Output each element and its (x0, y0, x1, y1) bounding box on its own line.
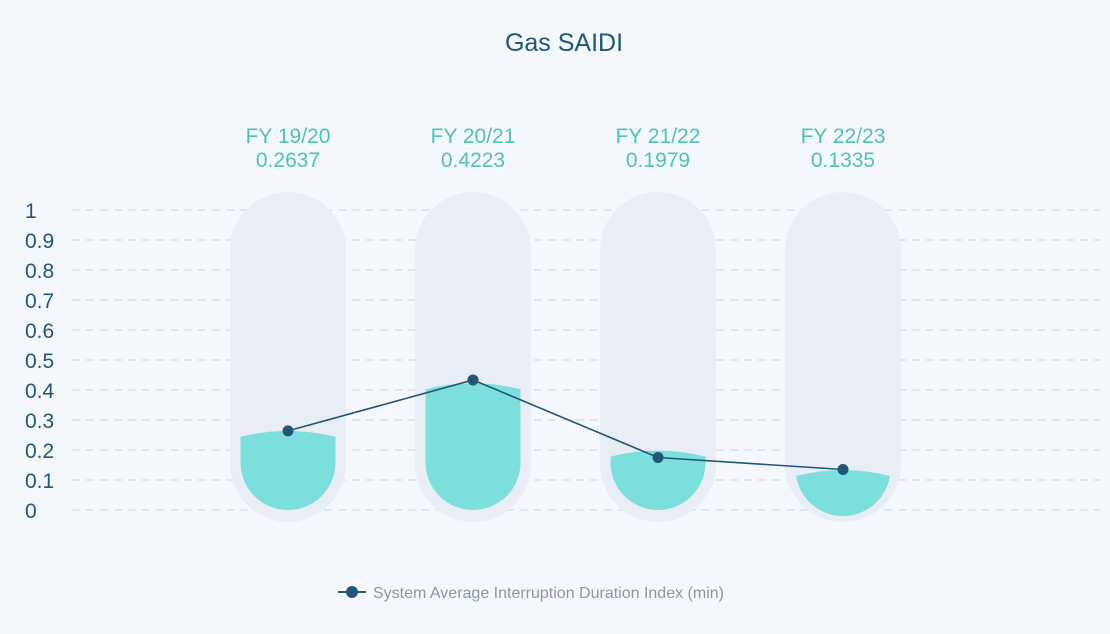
category-label: FY 21/22 (616, 125, 701, 148)
y-tick-label: 0.1 (25, 470, 54, 493)
category-labels: FY 19/200.2637 FY 20/210.4223 FY 21/220.19… (246, 125, 886, 172)
category-label: FY 19/20 (246, 125, 331, 148)
y-tick-label: 0 (25, 500, 37, 523)
y-tick-label: 0.5 (25, 350, 54, 373)
bars (230, 192, 901, 522)
series-point (282, 425, 294, 437)
series-point (467, 374, 479, 386)
y-axis: 0 0.1 0.2 0.3 0.4 0.5 0.6 0.7 0.8 0.9 1 (25, 200, 55, 523)
bar (240, 430, 336, 510)
value-label: 0.1335 (811, 149, 875, 172)
y-tick-label: 0.2 (25, 440, 54, 463)
legend-label: System Average Interruption Duration Ind… (373, 585, 724, 602)
series-point (837, 464, 849, 475)
bar-track (600, 192, 716, 522)
value-label: 0.2637 (256, 149, 320, 172)
bar-track (785, 192, 901, 522)
value-label: 0.1979 (626, 149, 690, 172)
bar (610, 450, 706, 510)
y-tick-label: 0.6 (25, 320, 54, 343)
value-label: 0.4223 (441, 149, 505, 172)
bar (796, 469, 890, 516)
chart-title: Gas SAIDI (505, 29, 623, 57)
series-point (652, 452, 664, 463)
y-tick-label: 1 (25, 200, 37, 223)
series-line-group (282, 374, 849, 475)
legend-marker-icon (346, 586, 358, 598)
y-tick-label: 0.7 (25, 290, 54, 313)
category-label: FY 20/21 (431, 125, 516, 148)
bar (425, 383, 521, 510)
gridlines (72, 209, 1100, 511)
y-tick-label: 0.4 (25, 380, 55, 403)
y-tick-label: 0.8 (25, 260, 54, 283)
y-tick-label: 0.9 (25, 230, 54, 253)
legend: System Average Interruption Duration Ind… (338, 585, 724, 602)
series-line (287, 379, 844, 471)
y-tick-label: 0.3 (25, 410, 54, 433)
category-label: FY 22/23 (801, 125, 886, 148)
